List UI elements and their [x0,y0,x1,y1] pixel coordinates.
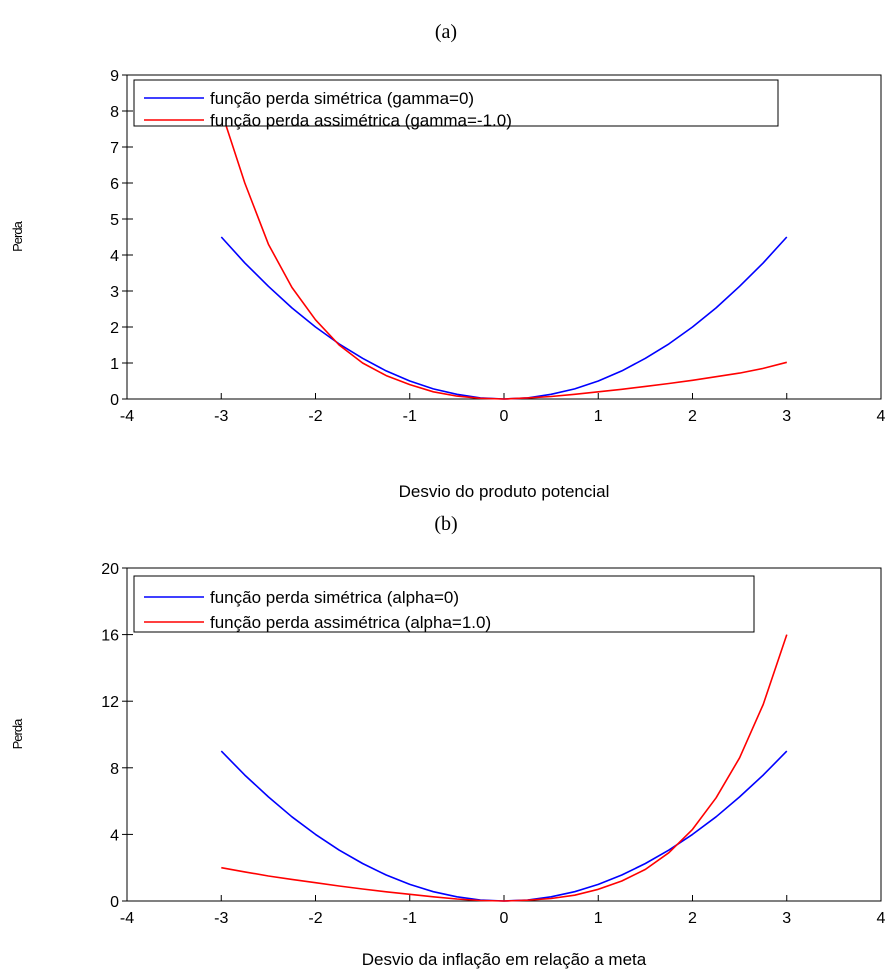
y-tick-label: 0 [110,392,119,409]
y-tick-label: 4 [110,827,119,844]
y-tick-label: 12 [101,694,119,711]
y-tick-label: 2 [110,320,119,337]
y-tick-label: 6 [110,176,119,193]
chart-a: (a) -4 -3 -2 -1 0 1 2 3 4 0 1 2 3 4 5 6 7 8 9 Desvio do prod… [10,21,886,501]
legend-label: função perda simétrica (gamma=0) [210,89,474,108]
x-tick-label: 2 [688,408,697,425]
y-tick-label: 8 [110,104,119,121]
x-tick-label: -1 [403,408,417,425]
legend-label: função perda assimétrica (gamma=-1.0) [210,111,512,130]
y-tick-label: 5 [110,212,119,229]
legend-label: função perda assimétrica (alpha=1.0) [210,613,491,632]
chart-caption: (a) [435,21,457,43]
y-tick-label: 0 [110,894,119,911]
x-tick-label: 4 [877,408,886,425]
x-tick-label: -1 [403,910,417,927]
x-tick-label: 3 [782,408,791,425]
y-tick-label: 8 [110,761,119,778]
y-tick-label: 4 [110,248,119,265]
x-axis-title: Desvio da inflação em relação a meta [362,950,647,969]
y-tick-label: 1 [110,356,119,373]
legend-box [133,575,755,633]
x-tick-label: -3 [214,910,228,927]
y-tick-label: 20 [101,561,119,578]
x-tick-label: -4 [120,408,134,425]
y-axis-title: Perda [10,220,25,251]
series-line-asymmetric [220,110,788,400]
x-tick-label: -2 [308,408,322,425]
x-tick-label: 0 [500,408,509,425]
y-axis-title: Perda [10,718,25,749]
series-line-asymmetric [221,634,788,902]
x-tick-label: -4 [120,910,134,927]
legend-box [133,79,779,127]
y-tick-label: 16 [101,628,119,645]
legend-label: função perda simétrica (alpha=0) [210,588,459,607]
series-line-symmetric [220,750,788,902]
x-axis-title: Desvio do produto potencial [399,482,610,501]
y-tick-label: 9 [110,68,119,85]
x-tick-label: -2 [308,910,322,927]
series-line-symmetric [220,236,788,400]
x-tick-label: 0 [500,910,509,927]
y-tick-label: 7 [110,140,119,157]
y-tick-label: 3 [110,284,119,301]
x-tick-label: 2 [688,910,697,927]
chart-caption: (b) [434,513,457,535]
x-tick-label: 4 [877,910,886,927]
x-tick-label: 1 [594,408,603,425]
x-tick-label: 3 [782,910,791,927]
x-tick-label: -3 [214,408,228,425]
x-tick-label: 1 [594,910,603,927]
